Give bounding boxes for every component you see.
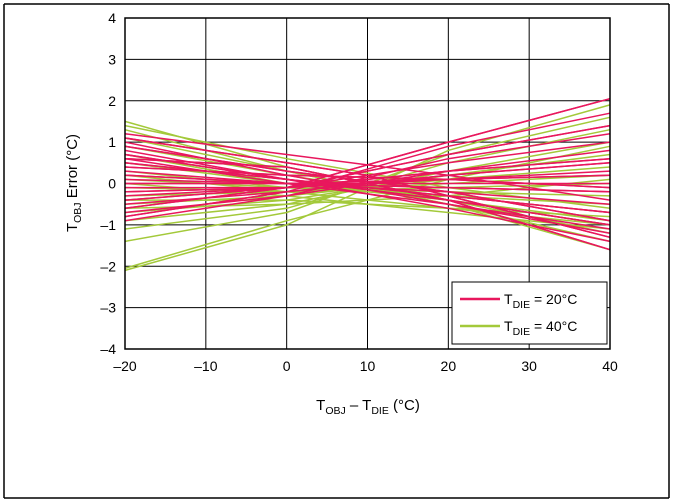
legend-label-tdie-20: TDIE = 20°C xyxy=(504,291,577,311)
y-tick-label: –1 xyxy=(100,217,116,233)
series-layer xyxy=(124,97,611,272)
series-line-overlay xyxy=(124,97,611,210)
y-axis-title: TOBJ Error (°C) xyxy=(64,134,84,232)
series-line-overlay xyxy=(124,166,611,189)
y-tick-label: –3 xyxy=(100,300,116,316)
y-tick-label: 2 xyxy=(108,93,116,109)
x-tick-label: –10 xyxy=(194,358,218,374)
y-tick-label: –2 xyxy=(100,258,116,274)
x-tick-label: 0 xyxy=(283,358,291,374)
x-axis-ticks: –20 –10 0 10 20 30 40 xyxy=(113,358,618,374)
y-tick-label: –4 xyxy=(100,341,116,357)
legend: TDIE = 20°C TDIE = 40°C xyxy=(451,281,608,345)
series-line-overlay xyxy=(124,137,611,239)
series-line-overlay xyxy=(124,124,611,201)
x-tick-label: 20 xyxy=(441,358,457,374)
plot-area-border xyxy=(124,17,611,350)
y-axis-ticks: 4 3 2 1 0 –1 –2 –3 –4 xyxy=(100,10,116,357)
series-line-overlay xyxy=(124,153,611,226)
legend-label-tdie-40: TDIE = 40°C xyxy=(504,318,577,338)
series-line-overlay xyxy=(124,157,611,193)
y-tick-label: 0 xyxy=(108,176,116,192)
x-tick-label: 30 xyxy=(521,358,537,374)
x-tick-label: 40 xyxy=(602,358,618,374)
x-tick-label: –20 xyxy=(113,358,137,374)
series-line-overlay xyxy=(125,174,611,185)
x-tick-label: 10 xyxy=(360,358,376,374)
y-tick-label: 3 xyxy=(108,51,116,67)
series-line-overlay xyxy=(124,174,611,193)
y-tick-label: 1 xyxy=(108,134,116,150)
x-axis-title: TOBJ – TDIE (°C) xyxy=(316,397,420,417)
legend-box xyxy=(451,281,608,345)
series-line-overlay xyxy=(124,157,611,251)
y-tick-label: 4 xyxy=(108,10,116,26)
